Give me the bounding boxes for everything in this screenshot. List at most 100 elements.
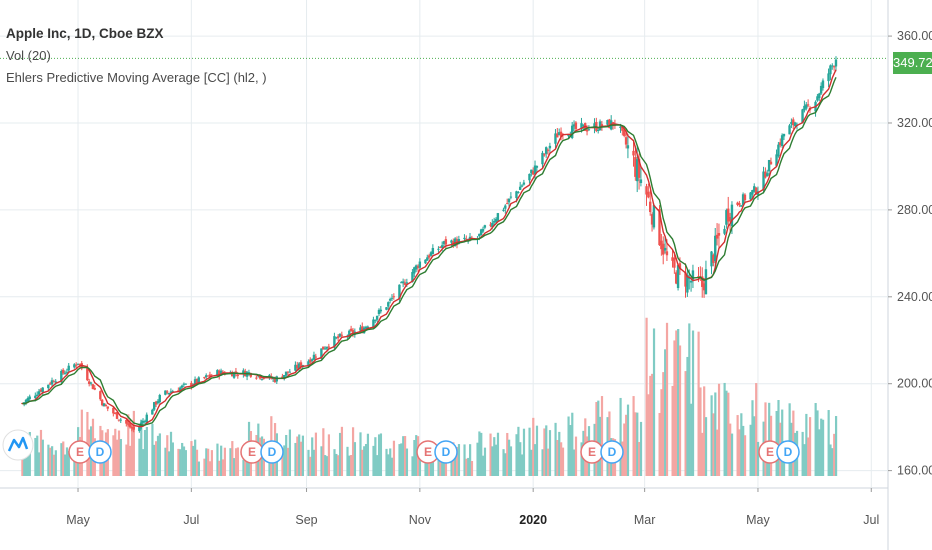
candle-body: [377, 309, 381, 315]
volume-bar: [229, 448, 232, 476]
volume-bar: [314, 432, 318, 476]
volume-bar: [38, 452, 41, 476]
volume-bar: [623, 423, 626, 476]
volume-bar: [528, 427, 531, 476]
volume-bar: [710, 395, 713, 476]
candle-body: [65, 371, 69, 373]
volume-bar: [125, 444, 128, 476]
legend-volume[interactable]: Vol (20): [6, 48, 51, 63]
candle-body: [190, 382, 193, 387]
time-tick-label: Mar: [634, 513, 656, 527]
volume-bar: [690, 403, 693, 476]
volume-bar: [337, 455, 340, 476]
volume-bar: [463, 444, 466, 476]
volume-bar: [327, 434, 331, 476]
volume-bar: [379, 433, 383, 476]
volume-bar: [348, 455, 351, 476]
volume-bar: [691, 330, 695, 476]
volume-bar: [634, 412, 637, 476]
candle-body: [63, 373, 67, 375]
volume-bar: [151, 423, 154, 476]
candle-body: [491, 222, 494, 228]
volume-bar: [801, 431, 804, 476]
volume-bar: [322, 428, 325, 476]
event-marker-label: D: [268, 445, 277, 459]
time-tick-label: May: [66, 513, 90, 527]
candle-body: [322, 346, 325, 350]
event-marker-label: E: [588, 445, 596, 459]
candle-body: [652, 205, 656, 228]
legend-title[interactable]: Apple Inc, 1D, Cboe BZX: [6, 26, 164, 41]
volume-bar: [166, 435, 169, 476]
candle-body: [483, 225, 487, 228]
candle-body: [831, 65, 834, 67]
volume-bar: [205, 448, 208, 476]
volume-bar: [171, 442, 174, 476]
volume-bar: [560, 442, 563, 476]
candle-body: [403, 282, 407, 285]
volume-bar: [116, 439, 119, 476]
candle-body: [649, 201, 652, 212]
candle-body: [440, 245, 444, 248]
candle-body: [751, 190, 754, 195]
volume-bar: [818, 429, 821, 476]
candle-body: [91, 384, 95, 390]
volume-bar: [833, 433, 836, 476]
candle-body: [169, 391, 173, 393]
volume-bar: [117, 430, 121, 476]
candle-body: [520, 185, 524, 187]
volume-bar: [130, 426, 134, 476]
candle-body: [749, 192, 752, 200]
candle-body: [596, 129, 600, 131]
volume-bar: [340, 426, 344, 476]
candle-body: [106, 406, 109, 409]
volume-bar: [216, 443, 219, 476]
candle-body: [673, 257, 676, 268]
volume-bar: [600, 396, 604, 476]
volume-bar: [312, 449, 316, 476]
dividend-marker: [434, 440, 458, 464]
volume-bar: [502, 449, 505, 476]
candle-body: [283, 374, 286, 379]
candle-body: [398, 284, 401, 299]
volume-bar: [296, 436, 299, 476]
candle-body: [663, 247, 667, 251]
candle-body: [479, 229, 483, 236]
volume-bar: [156, 435, 160, 476]
volume-bar: [190, 441, 193, 476]
volume-bar: [281, 447, 284, 476]
volume-bar: [807, 437, 810, 476]
legend-indicator[interactable]: Ehlers Predictive Moving Average [CC] (h…: [6, 70, 267, 85]
volume-bar: [223, 447, 226, 476]
volume-bar: [377, 434, 381, 476]
candle-body: [662, 243, 665, 255]
candle-body: [548, 145, 552, 149]
candle-body: [702, 283, 706, 291]
volume-bar: [554, 422, 557, 476]
volume-bar: [418, 449, 422, 476]
volume-bar: [736, 415, 739, 476]
volume-bar: [220, 445, 223, 476]
candle-body: [54, 381, 57, 383]
candle-body: [26, 398, 30, 402]
volume-bar: [548, 430, 552, 476]
volume-bar: [703, 386, 706, 476]
volume-bar: [740, 413, 743, 476]
candle-body: [639, 179, 643, 183]
volume-bar: [827, 410, 830, 476]
candle-body: [790, 121, 793, 125]
volume-bar: [717, 383, 721, 476]
volume-bar: [333, 449, 336, 476]
volume-bar: [443, 462, 446, 476]
event-marker-label: D: [442, 445, 451, 459]
event-marker-label: D: [784, 445, 793, 459]
volume-bar: [140, 419, 143, 476]
candle-body: [775, 154, 778, 166]
volume-bar: [697, 331, 700, 476]
candle-body: [762, 171, 765, 191]
volume-bar: [543, 428, 546, 476]
volume-bar: [114, 428, 117, 476]
candle-body: [52, 381, 56, 383]
volume-bar: [808, 417, 812, 476]
candle-body: [61, 369, 65, 374]
